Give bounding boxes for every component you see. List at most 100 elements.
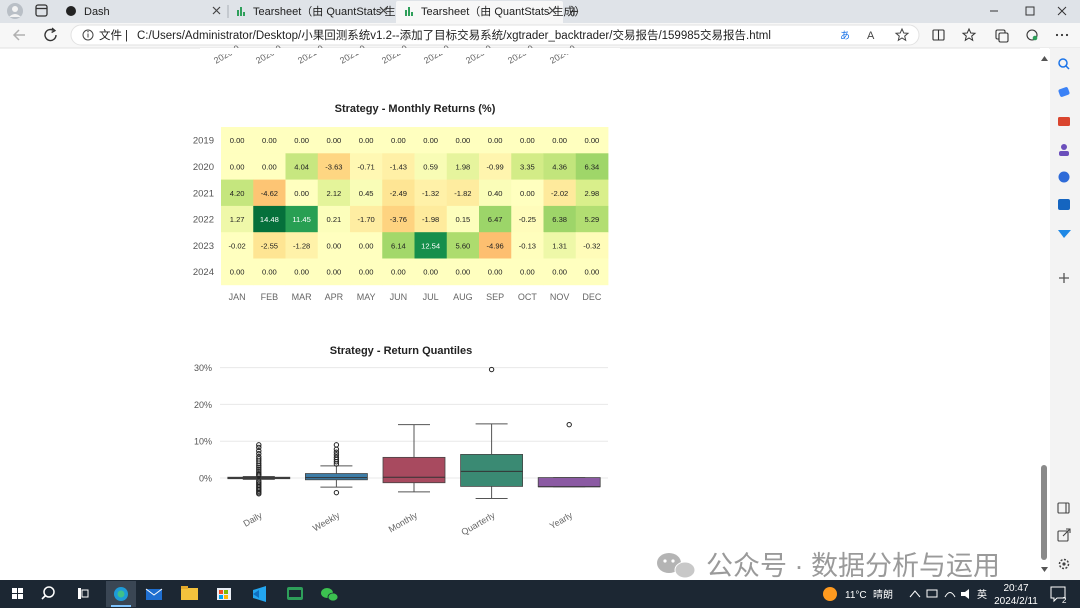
boxplot-outlier <box>256 466 262 472</box>
notification-icon[interactable] <box>1050 586 1066 603</box>
heatmap-cell <box>382 232 415 259</box>
heatmap-cell-value: 5.60 <box>455 241 470 250</box>
heatmap-cell <box>446 205 480 233</box>
heatmap-cell <box>285 232 319 259</box>
chart-favicon-icon <box>237 7 245 16</box>
clock-time[interactable]: 20:47 <box>1003 583 1028 594</box>
boxplot-category-label: Quarterly <box>460 510 497 537</box>
ime-indicator[interactable]: 英 <box>977 588 987 601</box>
heatmap-cell-value: 0.00 <box>230 268 245 277</box>
tab-actions-icon[interactable] <box>35 4 48 17</box>
weather-desc[interactable]: 晴朗 <box>873 588 893 601</box>
windows-start-icon[interactable] <box>12 588 23 599</box>
heatmap-month-label: FEB <box>261 292 279 302</box>
heatmap-cell-value: 0.00 <box>391 136 406 145</box>
heatmap-cell-value: 0.00 <box>262 162 277 171</box>
sidebar-office-icon[interactable] <box>1058 171 1070 183</box>
collections-icon[interactable] <box>995 29 1009 43</box>
boxplot-box <box>382 456 446 484</box>
heatmap-title: Strategy - Monthly Returns (%) <box>335 103 496 115</box>
heatmap-cell-value: 5.29 <box>584 215 599 224</box>
taskbar-explorer-icon[interactable] <box>181 586 198 600</box>
heatmap-month-label: NOV <box>550 292 570 302</box>
sidebar-outlook-icon[interactable] <box>1058 199 1070 210</box>
tray-chevron-up-icon[interactable] <box>909 590 921 598</box>
back-arrow-icon[interactable] <box>12 29 25 41</box>
heatmap-cell <box>414 127 448 154</box>
extension-icon[interactable] <box>1026 29 1038 41</box>
tab-tearsheet-2[interactable]: Tearsheet（由 QuantStats 生成） <box>405 4 585 18</box>
task-view-icon[interactable] <box>78 588 89 599</box>
search-icon[interactable] <box>41 586 55 600</box>
favorites-icon[interactable] <box>961 27 977 42</box>
heatmap-cell <box>479 127 512 154</box>
boxplot-outlier <box>333 461 340 467</box>
heatmap-year-label: 2023 <box>193 241 214 252</box>
taskbar-wechat-icon[interactable] <box>321 588 339 602</box>
heatmap-cell-value: -0.71 <box>357 162 374 171</box>
close-icon[interactable] <box>379 6 388 15</box>
heatmap-cell-value: -1.28 <box>293 241 310 250</box>
window-close-icon[interactable] <box>1057 6 1067 16</box>
heatmap-cell-value: 0.00 <box>488 268 503 277</box>
new-tab-button[interactable]: + <box>569 2 579 21</box>
taskbar-terminal-icon[interactable] <box>287 587 303 600</box>
sidebar-settings-icon[interactable] <box>1058 558 1070 570</box>
sidebar-search-icon[interactable] <box>1058 58 1070 70</box>
scroll-up-arrow-icon[interactable] <box>1041 56 1048 61</box>
sidebar-add-icon[interactable] <box>1059 273 1069 283</box>
address-bar[interactable] <box>70 24 920 46</box>
tab-dash[interactable]: Dash <box>66 6 221 18</box>
heatmap-cell-value: 0.00 <box>552 136 567 145</box>
close-icon[interactable] <box>212 6 221 15</box>
weather-temp[interactable]: 11°C <box>845 590 867 601</box>
tab-tearsheet-1[interactable]: Tearsheet（由 QuantStats 生成） <box>237 4 417 18</box>
heatmap-cell-value: -0.99 <box>486 162 503 171</box>
tab-tearsheet-1-title: Tearsheet（由 QuantStats 生成） <box>253 4 417 18</box>
wifi-icon[interactable] <box>944 592 956 598</box>
boxplot-ytick: 10% <box>194 437 212 447</box>
heatmap-cell <box>479 179 512 207</box>
address-url[interactable]: C:/Users/Administrator/Desktop/小果回测系统v1.… <box>137 28 771 42</box>
heatmap-cell-value: 0.00 <box>326 268 341 277</box>
heatmap-cell-value: 1.31 <box>552 241 567 250</box>
favorite-star-icon[interactable] <box>894 27 910 42</box>
sidebar-send-icon[interactable] <box>1058 230 1071 238</box>
taskbar-mail-icon[interactable] <box>145 588 163 600</box>
return-quantiles-boxplot: 30% 20% 10% 0% Daily Weekly Monthly Quarterly Ye… <box>194 363 608 537</box>
split-screen-icon[interactable] <box>932 29 945 41</box>
close-icon[interactable] <box>548 6 557 15</box>
heatmap-year-label: 2020 <box>193 162 214 173</box>
boxplot-ytick: 0% <box>199 473 212 483</box>
profile-avatar[interactable] <box>7 3 23 19</box>
more-menu-icon[interactable] <box>1055 33 1069 37</box>
watermark-text: 公众号 · 数据分析与运用 <box>706 551 1000 581</box>
scrollbar-track[interactable] <box>1040 48 1049 580</box>
taskbar-store-icon[interactable] <box>217 588 231 600</box>
refresh-icon[interactable] <box>44 27 57 42</box>
heatmap-cell <box>221 232 254 259</box>
tab-active-bg <box>396 1 563 23</box>
sidebar-external-icon[interactable] <box>1057 528 1071 542</box>
chart-favicon-icon <box>405 7 413 16</box>
taskbar-vscode-icon[interactable] <box>253 586 266 602</box>
sidebar-games-icon[interactable] <box>1059 144 1069 156</box>
translate-icon[interactable]: あ <box>840 30 850 42</box>
heatmap-cell-value: 0.00 <box>294 189 309 198</box>
scrollbar-thumb[interactable] <box>1041 465 1047 560</box>
boxplot-outlier <box>333 449 340 455</box>
sidebar-shopping-icon[interactable] <box>1058 117 1070 126</box>
heatmap-cell-value: -0.32 <box>583 241 600 250</box>
clock-date[interactable]: 2024/2/11 <box>994 596 1038 607</box>
sidebar-tag-icon[interactable] <box>1058 87 1070 98</box>
volume-icon[interactable] <box>961 589 969 599</box>
read-aloud-icon[interactable]: A <box>867 30 875 42</box>
battery-icon[interactable] <box>926 589 938 598</box>
boxplot-outlier <box>256 472 262 479</box>
info-icon[interactable] <box>82 29 94 41</box>
sidebar-panel-icon[interactable] <box>1057 502 1070 514</box>
weather-sun-icon[interactable] <box>823 587 837 601</box>
maximize-icon[interactable] <box>1025 6 1035 16</box>
heatmap-month-label: JAN <box>229 292 246 302</box>
scroll-down-arrow-icon[interactable] <box>1041 567 1048 572</box>
